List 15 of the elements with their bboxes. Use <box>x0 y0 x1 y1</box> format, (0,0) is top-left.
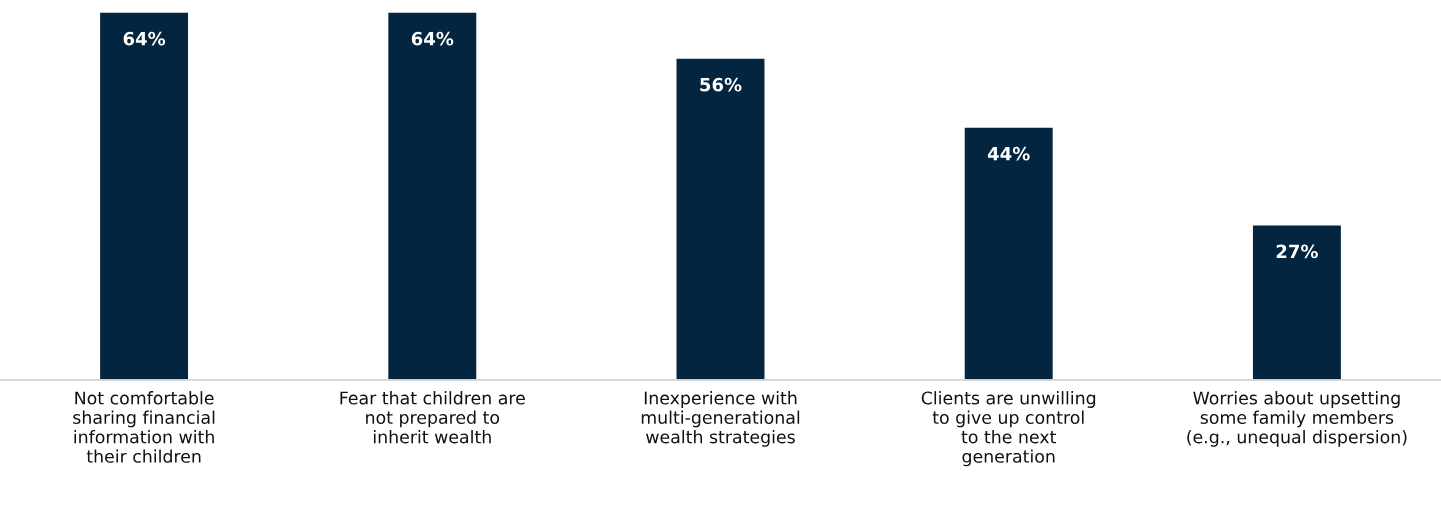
x-tick-label: Worries about upsetting some family members (e.g., unequal dispersion) <box>1187 391 1407 447</box>
data-label: 27% <box>1276 244 1318 259</box>
data-label: 56% <box>700 77 742 92</box>
data-label: 64% <box>123 31 166 46</box>
bar <box>963 126 1055 380</box>
bar <box>1251 224 1343 380</box>
x-tick-label: Fear that children are not prepared to inherit wealth <box>340 391 525 444</box>
x-tick-label: Inexperience with multi-generational wealth strategies <box>641 391 800 447</box>
data-label: 44% <box>987 146 1030 161</box>
x-tick-label: Not comfortable sharing financial information with their children <box>73 391 215 463</box>
bar <box>675 57 766 380</box>
x-tick-label: Clients are unwilling to give up control to the next generation <box>921 391 1096 467</box>
data-label: 64% <box>411 31 454 46</box>
bar <box>386 12 478 380</box>
bar <box>98 12 190 380</box>
